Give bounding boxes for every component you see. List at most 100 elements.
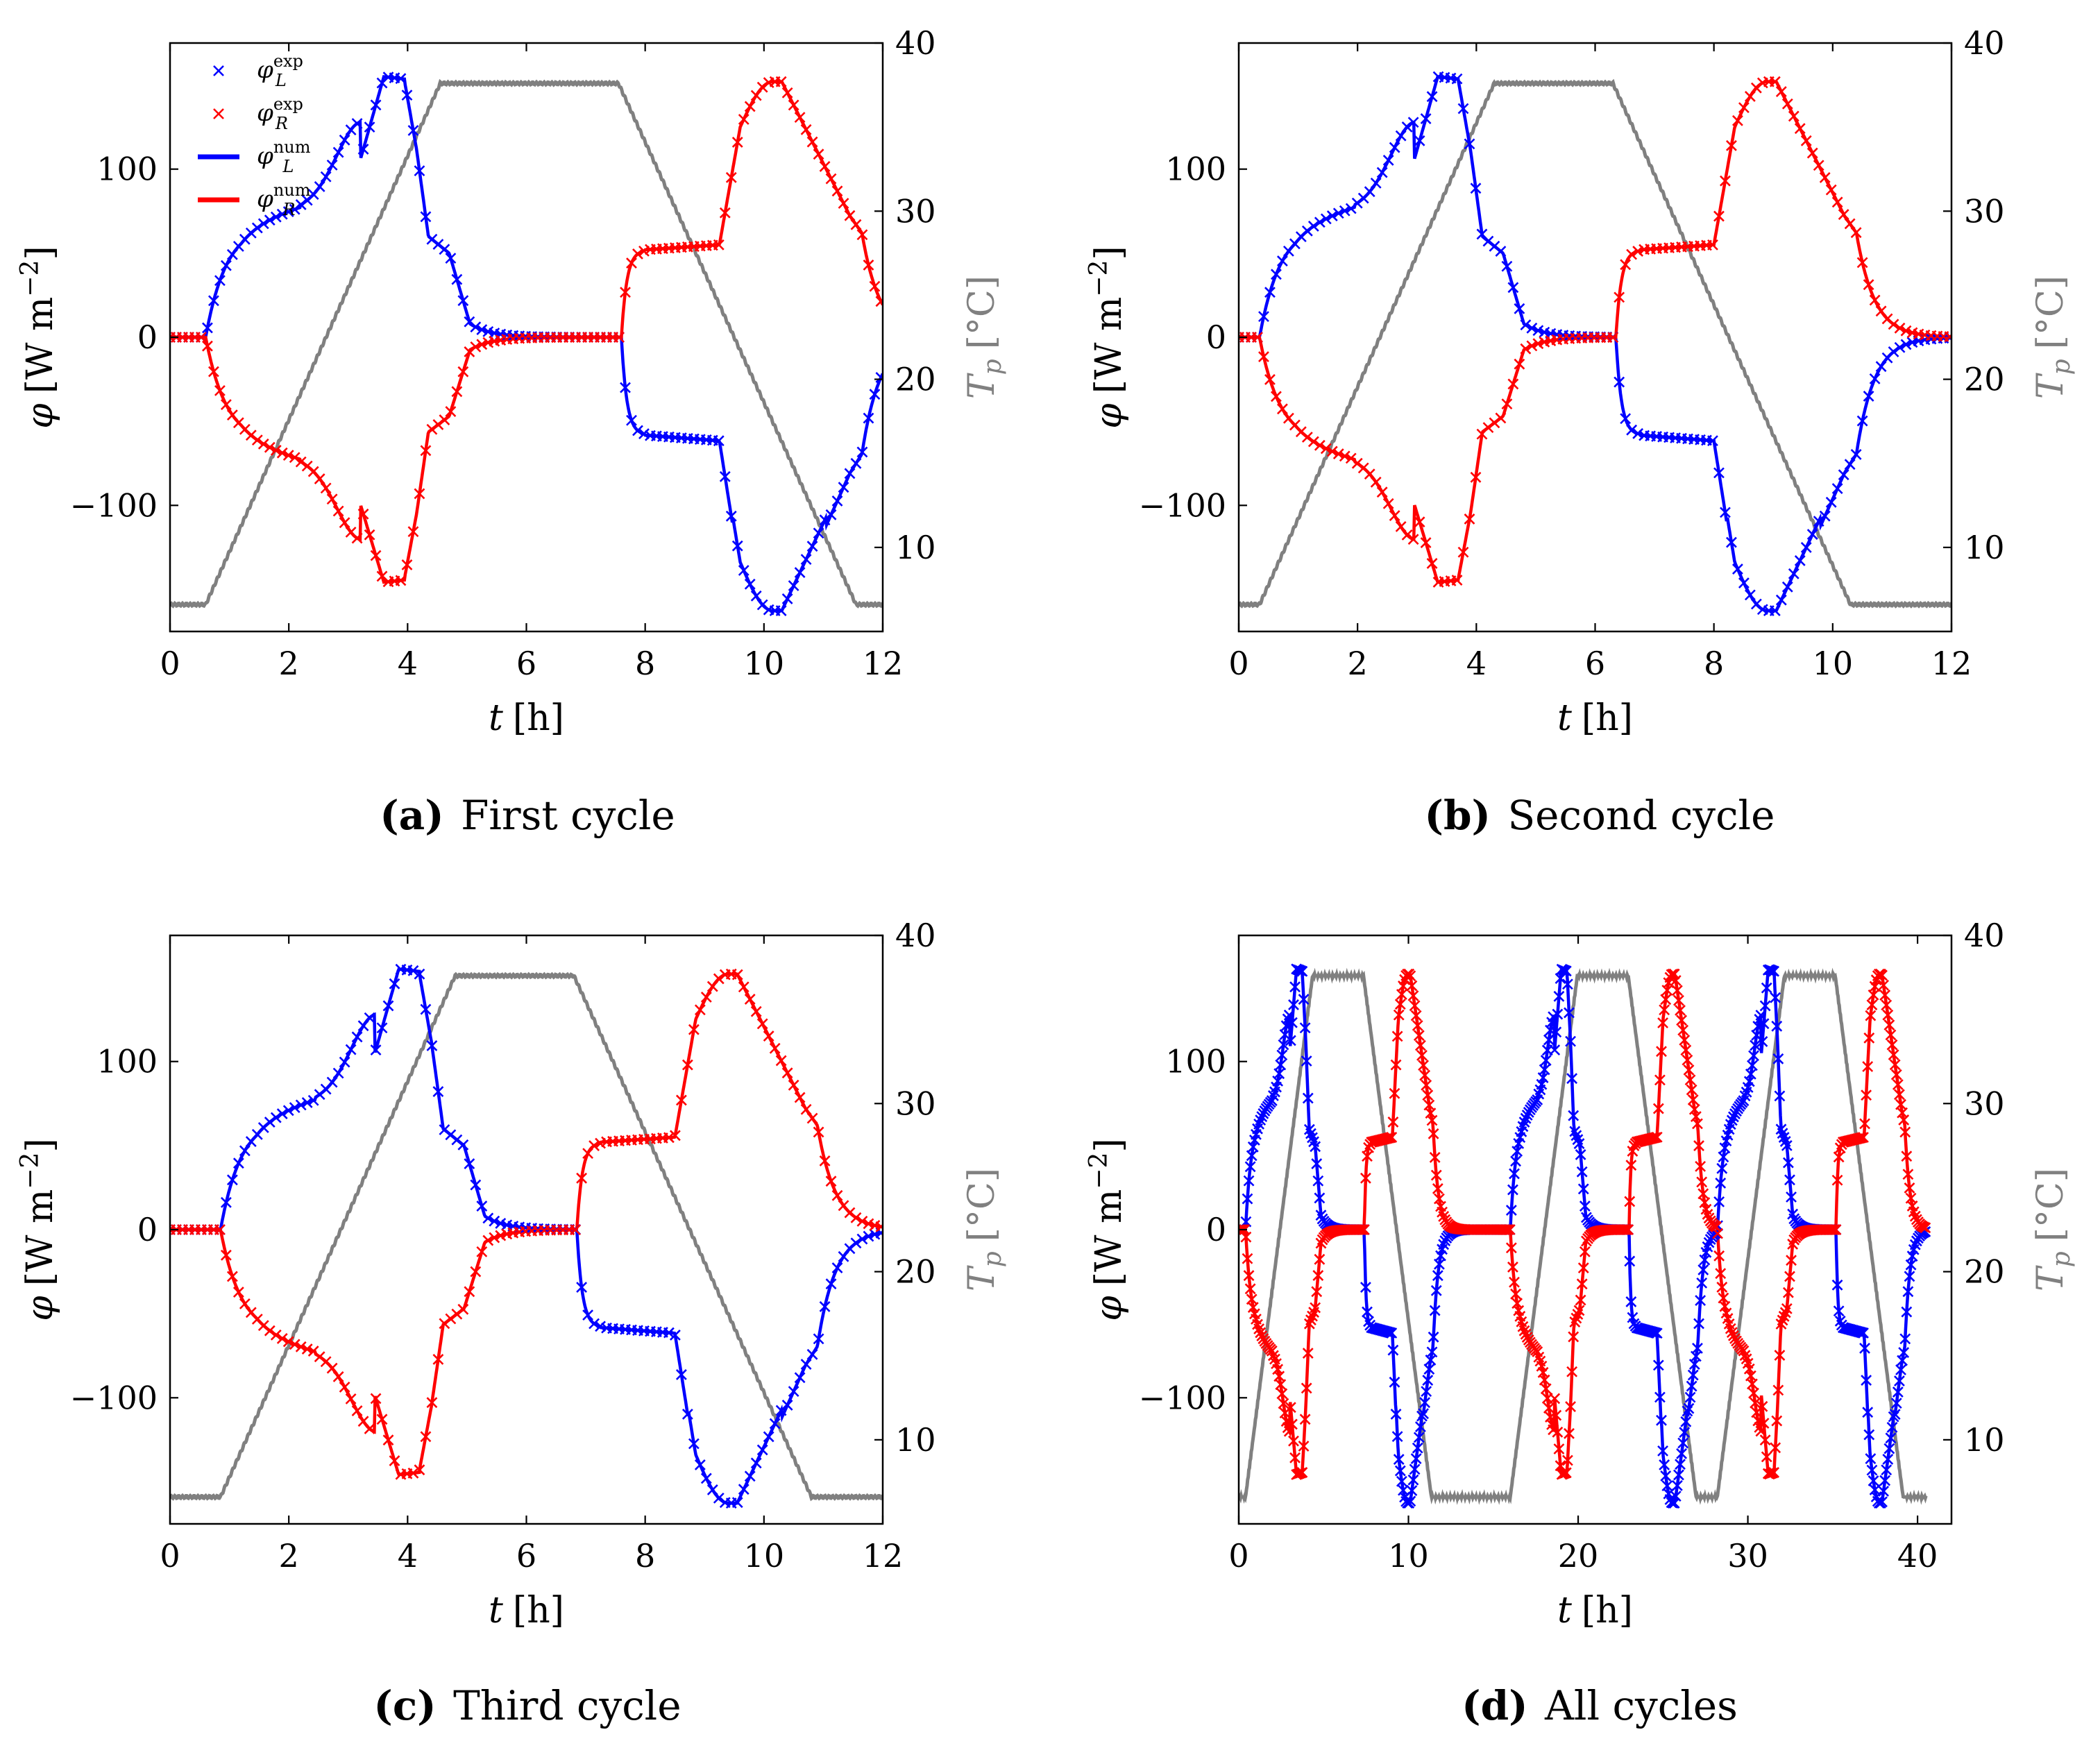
x-tick-label: 0 bbox=[160, 1537, 180, 1575]
subcaption-d: (d) All cycles bbox=[1462, 1682, 1738, 1729]
y2-tick-label: 20 bbox=[1964, 1253, 2005, 1291]
chart-1: 0 2 4 6 8 10 12 −100 0 100 10 20 30 40 t [h] φ[W m−2] Tp[… bbox=[16, 24, 1007, 739]
y2-tick-label: 30 bbox=[895, 192, 936, 230]
temperature-line bbox=[170, 971, 883, 1502]
y-tick-label: 100 bbox=[1165, 151, 1226, 188]
y-axis-label: φ[W m−2] bbox=[16, 246, 61, 428]
x-axis-label: t [h] bbox=[489, 1590, 564, 1631]
y-tick-label: 0 bbox=[1206, 1211, 1226, 1248]
y2-tick-label: 20 bbox=[895, 1253, 936, 1291]
panel-d: (d) All cycles bbox=[1462, 1682, 1738, 1729]
y2-tick-label: 40 bbox=[1964, 917, 2005, 954]
x-tick-label: 10 bbox=[1388, 1537, 1429, 1575]
x-tick-label: 8 bbox=[1704, 645, 1724, 682]
y2-tick-label: 30 bbox=[895, 1085, 936, 1122]
subcaption-a: (a) First cycle bbox=[380, 792, 675, 839]
temperature-line bbox=[1239, 967, 1928, 1505]
x-tick-label: 10 bbox=[1813, 645, 1854, 682]
x-axis-label: t [h] bbox=[1557, 1590, 1633, 1631]
phi-R-num-line bbox=[1239, 80, 1951, 584]
y-tick-label: −100 bbox=[70, 486, 158, 524]
phi-R-exp-markers bbox=[170, 968, 883, 1480]
plot-area bbox=[170, 963, 883, 1509]
y-tick-label: 0 bbox=[137, 1211, 158, 1248]
phi-R-exp-markers bbox=[1239, 76, 1951, 588]
x-tick-label: 6 bbox=[1585, 645, 1605, 682]
phi-L-exp-markers bbox=[1239, 71, 1951, 616]
x-tick-label: 6 bbox=[516, 1537, 536, 1575]
x-tick-label: 10 bbox=[744, 645, 785, 682]
y2-tick-label: 10 bbox=[1964, 529, 2005, 566]
x-tick-label: 10 bbox=[744, 1537, 785, 1575]
legend-label-2: φnum L bbox=[257, 137, 311, 176]
phi-R-exp-markers bbox=[170, 76, 883, 588]
x-tick-label: 8 bbox=[635, 1537, 655, 1575]
legend-label-1: φexp R bbox=[257, 94, 303, 133]
plot-area bbox=[170, 71, 883, 616]
y-axis-label: φ[W m−2] bbox=[1085, 246, 1130, 428]
x-tick-label: 4 bbox=[398, 645, 418, 682]
panel-c: (c) Third cycle bbox=[373, 1682, 681, 1729]
legend-marker-1 bbox=[213, 108, 224, 119]
y2-tick-label: 30 bbox=[1964, 192, 2005, 230]
y-tick-label: 100 bbox=[1165, 1043, 1226, 1080]
x-axis-label: t [h] bbox=[1557, 697, 1633, 739]
x-tick-label: 12 bbox=[863, 1537, 904, 1575]
y2-tick-label: 30 bbox=[1964, 1085, 2005, 1122]
y-tick-label: 100 bbox=[96, 1043, 158, 1080]
y-axis-label: φ[W m−2] bbox=[16, 1138, 61, 1321]
y2-tick-label: 20 bbox=[1964, 361, 2005, 398]
x-tick-label: 4 bbox=[398, 1537, 418, 1575]
legend-label-3: φnum R bbox=[257, 180, 311, 219]
plot-area bbox=[1239, 71, 1951, 616]
phi-L-num-line bbox=[1239, 75, 1951, 613]
x-tick-label: 2 bbox=[1348, 645, 1368, 682]
x-tick-label: 30 bbox=[1727, 1537, 1768, 1575]
x-tick-label: 2 bbox=[279, 1537, 299, 1575]
phi-R-exp-markers bbox=[1239, 968, 1931, 1480]
y2-axis-label: Tp[°C] bbox=[961, 1168, 1007, 1291]
plot-area bbox=[1239, 963, 1931, 1509]
y2-tick-label: 40 bbox=[895, 917, 936, 954]
x-tick-label: 8 bbox=[635, 645, 655, 682]
y-tick-label: −100 bbox=[1139, 486, 1226, 524]
y2-tick-label: 20 bbox=[895, 361, 936, 398]
chart-2: 0 2 4 6 8 10 12 −100 0 100 10 20 30 40 t [h] φ[W m−2] Tp[… bbox=[1085, 24, 2076, 739]
y2-tick-label: 40 bbox=[895, 24, 936, 62]
subcaption-c: (c) Third cycle bbox=[373, 1682, 681, 1729]
y2-axis-label: Tp[°C] bbox=[961, 275, 1007, 399]
y2-axis-label: Tp[°C] bbox=[2030, 1168, 2076, 1291]
x-tick-label: 40 bbox=[1897, 1537, 1938, 1575]
chart-4: 0 10 20 30 40 −100 0 100 10 20 30 40 t [h] φ[W m−2] Tp[… bbox=[1085, 917, 2076, 1631]
legend-label-0: φexp L bbox=[257, 51, 303, 90]
y2-axis-label: Tp[°C] bbox=[2030, 275, 2076, 399]
panel-a: (a) First cycle bbox=[380, 792, 675, 839]
legend-marker-0 bbox=[213, 65, 224, 76]
chart-3: 0 2 4 6 8 10 12 −100 0 100 10 20 30 40 t [h] φ[W m−2] Tp[… bbox=[16, 917, 1007, 1631]
y2-tick-label: 10 bbox=[1964, 1421, 2005, 1459]
y-tick-label: −100 bbox=[1139, 1379, 1226, 1416]
y-tick-label: 0 bbox=[1206, 319, 1226, 356]
y2-tick-label: 10 bbox=[895, 529, 936, 566]
y-tick-label: 0 bbox=[137, 319, 158, 356]
x-tick-label: 0 bbox=[1228, 645, 1248, 682]
x-tick-label: 12 bbox=[1931, 645, 1972, 682]
subcaption-b: (b) Second cycle bbox=[1425, 792, 1775, 839]
x-tick-label: 20 bbox=[1558, 1537, 1599, 1575]
y2-tick-label: 10 bbox=[895, 1421, 936, 1459]
x-tick-label: 2 bbox=[279, 645, 299, 682]
x-axis-label: t [h] bbox=[489, 697, 564, 739]
y2-tick-label: 40 bbox=[1964, 24, 2005, 62]
x-tick-label: 12 bbox=[863, 645, 904, 682]
y-axis-label: φ[W m−2] bbox=[1085, 1138, 1130, 1321]
temperature-line bbox=[1239, 78, 1951, 609]
panel-b: (b) Second cycle bbox=[1425, 792, 1775, 839]
legend: φexp L φexp R φnum L φnum R bbox=[198, 51, 311, 219]
temperature-line bbox=[170, 78, 883, 609]
x-tick-label: 6 bbox=[516, 645, 536, 682]
y-tick-label: 100 bbox=[96, 151, 158, 188]
y-tick-label: −100 bbox=[70, 1379, 158, 1416]
x-tick-label: 0 bbox=[1228, 1537, 1248, 1575]
x-tick-label: 0 bbox=[160, 645, 180, 682]
